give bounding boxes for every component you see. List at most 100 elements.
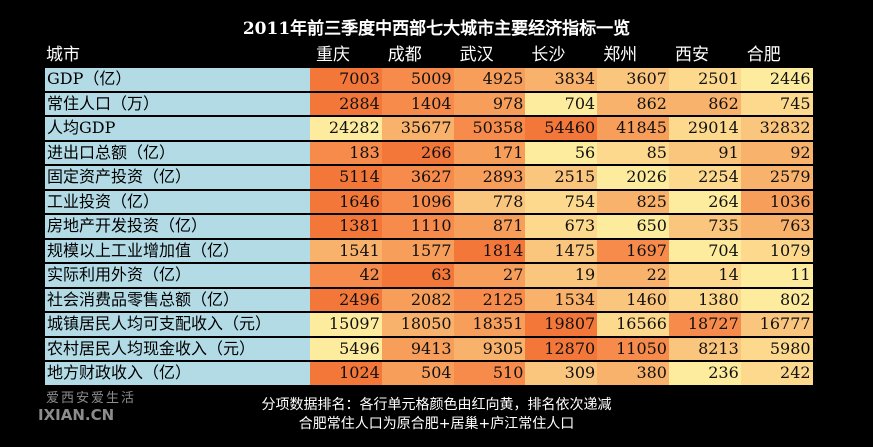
value-cell: 1381 xyxy=(310,215,382,238)
row-label: 社会消费品零售总额（亿） xyxy=(45,288,310,311)
value-cell: 510 xyxy=(453,362,526,385)
value-cell: 778 xyxy=(453,190,526,213)
value-cell: 42 xyxy=(310,264,382,287)
table-row: 规模以上工业增加值（亿） 1541 1577 1814 1475 1697 704 1079 xyxy=(45,239,813,264)
value-cell: 1814 xyxy=(453,239,526,262)
value-cell: 1646 xyxy=(310,190,382,213)
row-label: 固定资产投资（亿） xyxy=(45,166,310,189)
header-city: 西安 xyxy=(675,45,709,65)
table-row: 进出口总额（亿） 183 266 171 56 85 91 92 xyxy=(45,141,813,166)
value-cell: 32832 xyxy=(740,117,813,140)
value-cell: 19807 xyxy=(525,313,598,336)
value-cell: 18727 xyxy=(668,313,741,336)
table-row: 工业投资（亿） 1646 1096 778 754 825 264 1036 xyxy=(45,190,813,215)
value-cell: 1036 xyxy=(740,190,813,213)
value-cell: 2446 xyxy=(740,68,813,91)
value-cell: 2026 xyxy=(597,166,669,189)
value-cell: 2515 xyxy=(525,166,598,189)
value-cell: 91 xyxy=(668,141,741,164)
value-cell: 24282 xyxy=(310,117,382,140)
value-cell: 5980 xyxy=(740,337,813,360)
value-cell: 871 xyxy=(453,215,526,238)
value-cell: 1380 xyxy=(668,288,741,311)
table-row: 常住人口（万） 2884 1404 978 704 862 862 745 xyxy=(45,92,813,117)
value-cell: 9413 xyxy=(381,337,454,360)
header-city: 长沙 xyxy=(531,45,566,65)
table-row: 房地产开发投资（亿） 1381 1110 871 673 650 735 763 xyxy=(45,215,813,240)
value-cell: 704 xyxy=(668,239,741,262)
value-cell: 1541 xyxy=(310,239,382,262)
value-cell: 1079 xyxy=(740,239,813,262)
table-row: 社会消费品零售总额（亿） 2496 2082 2125 1534 1460 1380 802 xyxy=(45,288,813,313)
value-cell: 41845 xyxy=(597,117,669,140)
header-city-label: 城市 xyxy=(46,45,80,65)
value-cell: 1475 xyxy=(525,239,598,262)
value-cell: 1577 xyxy=(381,239,454,262)
value-cell: 1460 xyxy=(597,288,669,311)
row-label: GDP（亿） xyxy=(45,68,310,91)
row-label: 工业投资（亿） xyxy=(45,190,310,213)
row-label: 进出口总额（亿） xyxy=(45,141,310,164)
value-cell: 85 xyxy=(597,141,669,164)
header-city: 武汉 xyxy=(459,45,494,65)
value-cell: 15097 xyxy=(310,313,382,336)
value-cell: 504 xyxy=(381,362,454,385)
value-cell: 5496 xyxy=(310,337,382,360)
value-cell: 2082 xyxy=(381,288,454,311)
value-cell: 16777 xyxy=(740,313,813,336)
value-cell: 22 xyxy=(597,264,669,287)
header-city: 合肥 xyxy=(746,45,781,65)
value-cell: 236 xyxy=(668,362,741,385)
row-label: 地方财政收入（亿） xyxy=(45,362,310,385)
value-cell: 380 xyxy=(597,362,669,385)
value-cell: 19 xyxy=(525,264,598,287)
row-label: 房地产开发投资（亿） xyxy=(45,215,310,238)
value-cell: 802 xyxy=(740,288,813,311)
value-cell: 264 xyxy=(668,190,741,213)
value-cell: 3627 xyxy=(381,166,454,189)
value-cell: 673 xyxy=(525,215,598,238)
value-cell: 18050 xyxy=(381,313,454,336)
value-cell: 735 xyxy=(668,215,741,238)
value-cell: 5009 xyxy=(381,68,454,91)
value-cell: 63 xyxy=(381,264,454,287)
row-label: 常住人口（万） xyxy=(45,92,310,115)
value-cell: 745 xyxy=(740,92,813,115)
value-cell: 29014 xyxy=(668,117,741,140)
table-row: 实际利用外资（亿） 42 63 27 19 22 14 11 xyxy=(45,264,813,289)
value-cell: 1534 xyxy=(525,288,598,311)
value-cell: 862 xyxy=(597,92,669,115)
value-cell: 309 xyxy=(525,362,598,385)
value-cell: 5114 xyxy=(310,166,382,189)
table-row: 城镇居民人均可支配收入（元） 15097 18050 18351 19807 16566 1… xyxy=(45,313,813,338)
value-cell: 16566 xyxy=(597,313,669,336)
value-cell: 18351 xyxy=(453,313,526,336)
table-row: 人均GDP 24282 35677 50358 54460 41845 29014 32832 xyxy=(45,117,813,142)
value-cell: 50358 xyxy=(453,117,526,140)
value-cell: 266 xyxy=(381,141,454,164)
footnote-ranking: 分项数据排名：各行单元格颜色由红向黄，排名依次递减 xyxy=(261,397,612,413)
header-city: 成都 xyxy=(387,45,422,65)
value-cell: 171 xyxy=(453,141,526,164)
value-cell: 9305 xyxy=(453,337,526,360)
table-row: 固定资产投资（亿） 5114 3627 2893 2515 2026 2254 2579 xyxy=(45,166,813,191)
value-cell: 2893 xyxy=(453,166,526,189)
value-cell: 242 xyxy=(740,362,813,385)
value-cell: 825 xyxy=(597,190,669,213)
value-cell: 754 xyxy=(525,190,598,213)
value-cell: 2496 xyxy=(310,288,382,311)
value-cell: 11050 xyxy=(597,337,669,360)
value-cell: 27 xyxy=(453,264,526,287)
value-cell: 12870 xyxy=(525,337,598,360)
value-cell: 862 xyxy=(668,92,741,115)
row-label: 规模以上工业增加值（亿） xyxy=(45,239,310,262)
row-label: 人均GDP xyxy=(45,117,310,140)
value-cell: 35677 xyxy=(381,117,454,140)
value-cell: 8213 xyxy=(668,337,741,360)
value-cell: 4925 xyxy=(453,68,526,91)
value-cell: 2254 xyxy=(668,166,741,189)
row-label: 城镇居民人均可支配收入（元） xyxy=(45,313,310,336)
value-cell: 14 xyxy=(668,264,741,287)
table-row: 地方财政收入（亿） 1024 504 510 309 380 236 242 xyxy=(45,362,813,387)
value-cell: 56 xyxy=(525,141,598,164)
